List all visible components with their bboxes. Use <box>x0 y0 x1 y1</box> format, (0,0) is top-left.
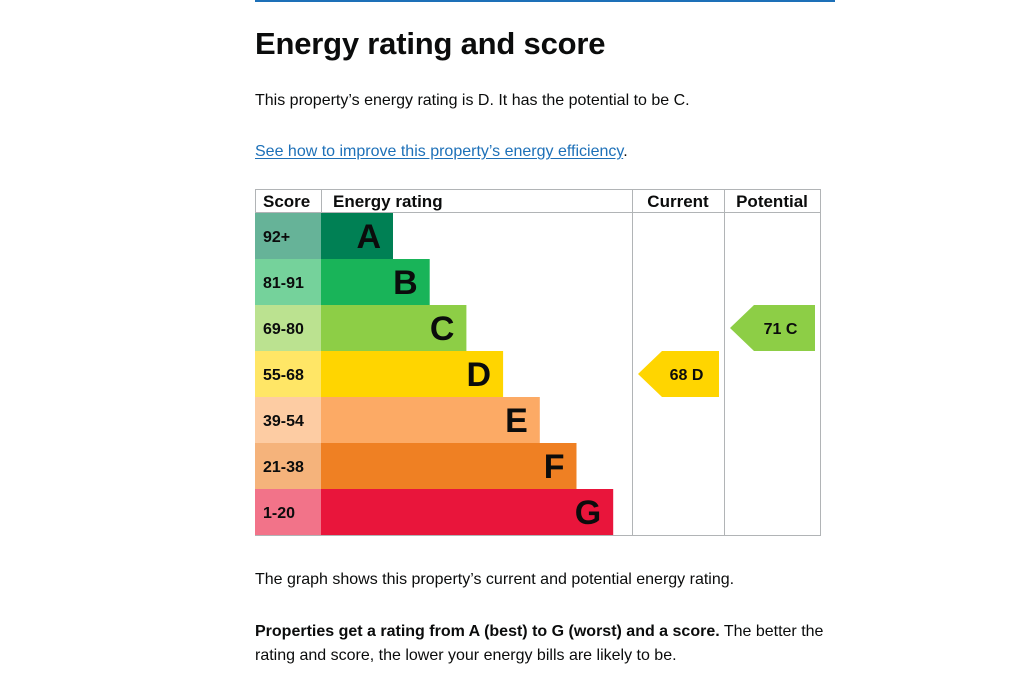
header-energy-rating: Energy rating <box>333 192 443 211</box>
current-rating-label: 68 D <box>670 367 704 384</box>
rating-letter-c: C <box>430 310 455 348</box>
score-range-c: 69-80 <box>263 321 304 338</box>
current-rating-marker <box>638 351 719 397</box>
page-title: Energy rating and score <box>255 26 606 61</box>
ratings-explanation: Properties get a rating from A (best) to… <box>255 620 835 668</box>
rating-letter-f: F <box>544 448 565 486</box>
rating-letter-b: B <box>393 264 418 302</box>
score-cell-b <box>255 259 321 305</box>
potential-rating-marker <box>730 305 815 351</box>
score-range-d: 55-68 <box>263 367 304 384</box>
header-score: Score <box>263 192 310 211</box>
score-cell-g <box>255 489 321 535</box>
rating-summary: This property’s energy rating is D. It h… <box>255 92 690 109</box>
rating-bar-a <box>321 213 393 259</box>
improve-paragraph: See how to improve this property’s energ… <box>255 140 835 164</box>
potential-rating-label: 71 C <box>764 321 798 338</box>
rating-letter-a: A <box>356 218 381 256</box>
header-potential: Potential <box>736 192 808 211</box>
rating-bar-d <box>321 351 504 397</box>
ratings-explanation-bold: Properties get a rating from A (best) to… <box>255 623 720 640</box>
graph-caption: The graph shows this property’s current … <box>255 571 735 588</box>
rating-bar-f <box>321 443 577 489</box>
score-cell-e <box>255 397 321 443</box>
score-range-f: 21-38 <box>263 459 304 476</box>
ratings-explanation-rest: The better the rating and score, the low… <box>255 623 824 664</box>
rating-letter-g: G <box>575 494 601 532</box>
rating-bar-e <box>321 397 540 443</box>
rating-bar-b <box>321 259 430 305</box>
rating-bar-c <box>321 305 467 351</box>
score-cell-f <box>255 443 321 489</box>
rating-letter-d: D <box>467 356 492 394</box>
improve-efficiency-link[interactable]: See how to improve this property’s energ… <box>255 143 624 160</box>
rating-bar-g <box>321 489 614 535</box>
score-cell-c <box>255 305 321 351</box>
header-current: Current <box>647 192 709 211</box>
score-range-a: 92+ <box>263 229 290 246</box>
score-cell-d <box>255 351 321 397</box>
score-cell-a <box>255 213 321 259</box>
score-range-g: 1-20 <box>263 505 295 522</box>
link-suffix: . <box>623 143 628 160</box>
score-range-e: 39-54 <box>263 413 304 430</box>
rating-letter-e: E <box>505 402 528 440</box>
top-divider <box>255 0 835 2</box>
score-range-b: 81-91 <box>263 275 304 292</box>
